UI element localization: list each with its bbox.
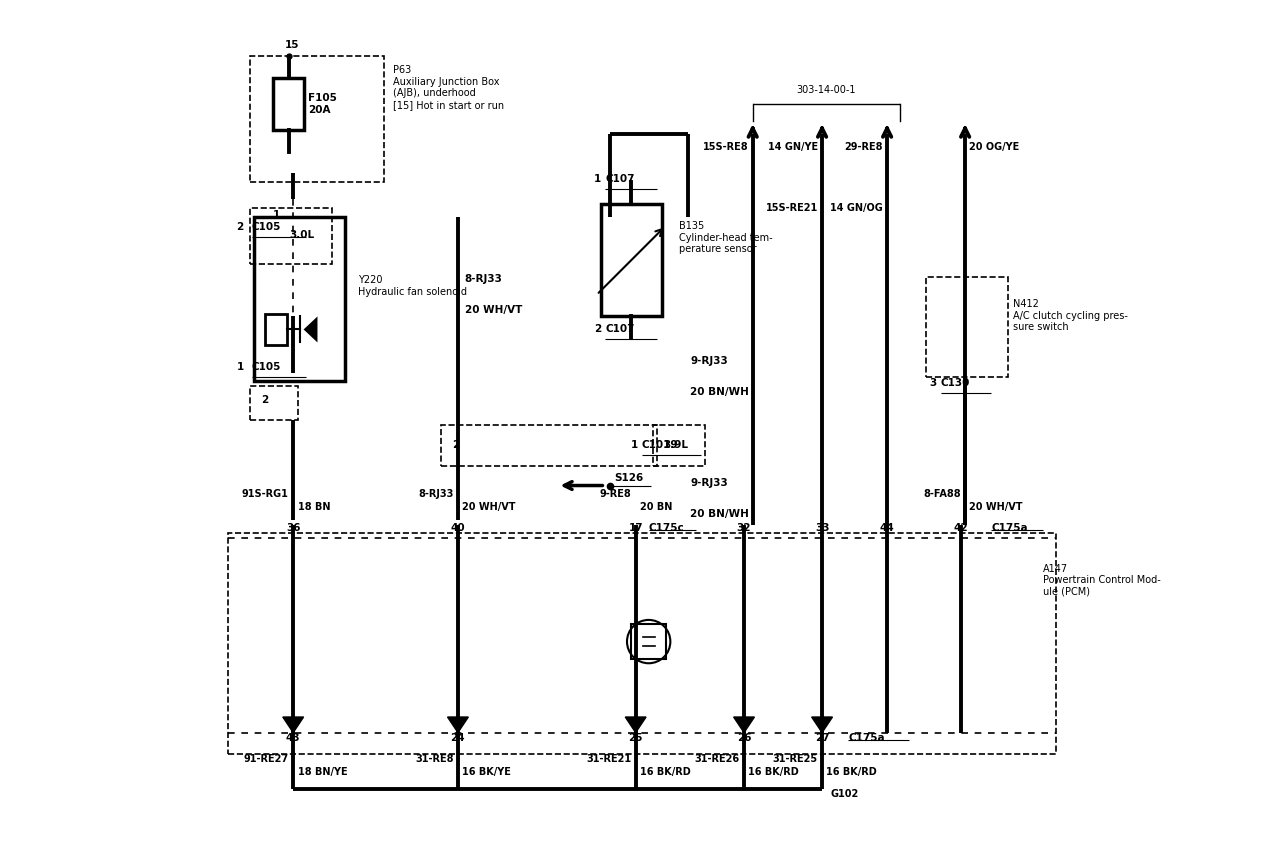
- Text: 43: 43: [285, 733, 301, 743]
- Text: 44: 44: [879, 523, 895, 533]
- Bar: [250, 208, 333, 264]
- Text: C175a: C175a: [991, 523, 1028, 533]
- Polygon shape: [625, 717, 646, 733]
- Text: 15S-RE8: 15S-RE8: [703, 142, 749, 153]
- Text: F105
20A: F105 20A: [308, 94, 337, 114]
- Text: G102: G102: [831, 789, 859, 799]
- Text: C130: C130: [941, 378, 970, 388]
- Text: 33: 33: [815, 523, 829, 533]
- Text: 20 WH/VT: 20 WH/VT: [465, 305, 522, 316]
- Text: 31-RE26: 31-RE26: [695, 753, 740, 764]
- Text: 25: 25: [628, 733, 643, 743]
- Bar: [440, 425, 658, 466]
- Text: 303-14-00-1: 303-14-00-1: [796, 85, 856, 95]
- Text: 1: 1: [631, 440, 639, 450]
- Text: 31-RE8: 31-RE8: [415, 753, 453, 764]
- Text: 1: 1: [237, 362, 243, 372]
- Text: 91-RE27: 91-RE27: [243, 753, 289, 764]
- Text: 1: 1: [273, 211, 279, 220]
- Text: 3.0L: 3.0L: [289, 231, 314, 240]
- Bar: [250, 56, 384, 182]
- Polygon shape: [283, 717, 303, 733]
- Text: 20 OG/YE: 20 OG/YE: [969, 142, 1020, 153]
- Text: 8-FA88: 8-FA88: [923, 489, 961, 499]
- Text: 18 BN: 18 BN: [297, 502, 330, 512]
- Text: 14 GN/YE: 14 GN/YE: [768, 142, 818, 153]
- Polygon shape: [812, 717, 832, 733]
- Text: S126: S126: [614, 473, 644, 483]
- Text: 20 BN: 20 BN: [640, 502, 672, 512]
- Text: 2: 2: [594, 324, 602, 334]
- Polygon shape: [303, 316, 317, 342]
- Bar: [602, 204, 662, 316]
- Text: 20 WH/VT: 20 WH/VT: [462, 502, 516, 512]
- Text: 2: 2: [261, 395, 269, 405]
- Text: C175a: C175a: [849, 733, 884, 743]
- Text: 36: 36: [285, 523, 301, 533]
- Text: 32: 32: [737, 523, 751, 533]
- Text: C105: C105: [252, 222, 280, 231]
- Text: 31-RE21: 31-RE21: [586, 753, 631, 764]
- Bar: [653, 425, 705, 466]
- Text: 29-RE8: 29-RE8: [845, 142, 883, 153]
- Bar: [250, 386, 297, 420]
- Text: 1: 1: [594, 174, 602, 184]
- Text: 16 BK/RD: 16 BK/RD: [640, 766, 691, 777]
- Bar: [265, 314, 287, 345]
- Text: 15S-RE21: 15S-RE21: [765, 203, 818, 213]
- Text: 16 BK/RD: 16 BK/RD: [749, 766, 799, 777]
- Text: 8-RJ33: 8-RJ33: [419, 489, 453, 499]
- Text: 9-RE8: 9-RE8: [599, 489, 631, 499]
- Text: 27: 27: [815, 733, 829, 743]
- Text: C107: C107: [605, 324, 635, 334]
- Text: 16 BK/RD: 16 BK/RD: [827, 766, 877, 777]
- Text: P63
Auxiliary Junction Box
(AJB), underhood
[15] Hot in start or run: P63 Auxiliary Junction Box (AJB), underh…: [393, 65, 504, 110]
- Text: C107: C107: [605, 174, 635, 184]
- Text: C105: C105: [252, 362, 280, 372]
- Text: 20 BN/WH: 20 BN/WH: [690, 387, 749, 397]
- Text: Y220
Hydraulic fan solenoid: Y220 Hydraulic fan solenoid: [358, 276, 467, 297]
- Text: 20 WH/VT: 20 WH/VT: [969, 502, 1023, 512]
- Text: 14 GN/OG: 14 GN/OG: [829, 203, 883, 213]
- Text: 16 BK/YE: 16 BK/YE: [462, 766, 511, 777]
- Text: 26: 26: [737, 733, 751, 743]
- Text: 3: 3: [929, 378, 937, 388]
- Text: 3.9L: 3.9L: [663, 440, 689, 450]
- Bar: [273, 78, 305, 130]
- Bar: [927, 277, 1009, 377]
- Text: 2: 2: [237, 222, 243, 231]
- Text: A147
Powertrain Control Mod-
ule (PCM): A147 Powertrain Control Mod- ule (PCM): [1043, 564, 1161, 596]
- Text: 18 BN/YE: 18 BN/YE: [297, 766, 347, 777]
- Text: 15: 15: [284, 40, 300, 49]
- Text: 42: 42: [954, 523, 968, 533]
- Text: N412
A/C clutch cycling pres-
sure switch: N412 A/C clutch cycling pres- sure switc…: [1012, 299, 1128, 332]
- Text: 24: 24: [451, 733, 465, 743]
- Text: 20 BN/WH: 20 BN/WH: [690, 509, 749, 519]
- Bar: [228, 533, 1056, 754]
- Text: 9-RJ33: 9-RJ33: [690, 478, 728, 488]
- Bar: [631, 624, 666, 659]
- Text: 31-RE25: 31-RE25: [773, 753, 818, 764]
- Text: 91S-RG1: 91S-RG1: [242, 489, 289, 499]
- Text: 17: 17: [628, 523, 643, 533]
- Text: 2: 2: [452, 440, 460, 450]
- Text: C175c: C175c: [649, 523, 685, 533]
- Text: C1019: C1019: [641, 440, 678, 450]
- Text: B135
Cylinder-head tem-
perature sensor: B135 Cylinder-head tem- perature sensor: [678, 221, 773, 254]
- Bar: [255, 217, 346, 381]
- Polygon shape: [448, 717, 468, 733]
- Text: 40: 40: [451, 523, 465, 533]
- Text: 8-RJ33: 8-RJ33: [465, 274, 503, 284]
- Text: 9-RJ33: 9-RJ33: [690, 355, 728, 366]
- Polygon shape: [733, 717, 754, 733]
